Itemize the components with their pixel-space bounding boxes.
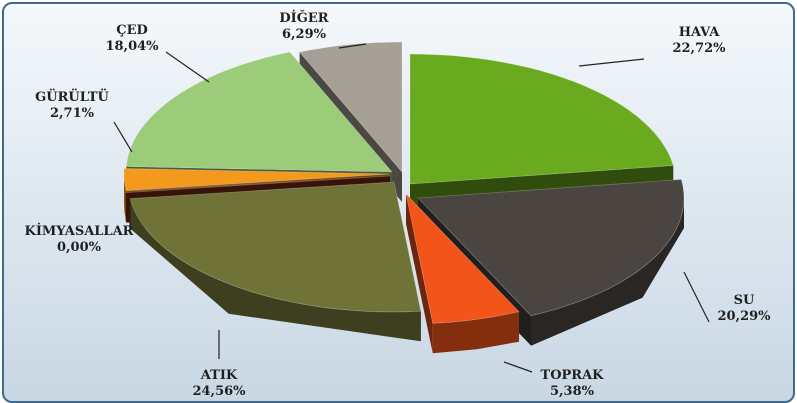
slice-label-hava: HAVA bbox=[679, 25, 721, 40]
slice-value-ki̇myasallar: 0,00% bbox=[57, 240, 102, 255]
slice-side bbox=[432, 311, 519, 354]
slice-label-ki̇myasallar: KİMYASALLAR bbox=[25, 223, 134, 239]
slice-value-toprak: 5,38% bbox=[550, 384, 595, 399]
slice-top bbox=[123, 168, 391, 192]
slice-value-atik: 24,56% bbox=[192, 384, 246, 399]
slice-label-di̇ğer: DİĞER bbox=[279, 9, 328, 26]
slice-top bbox=[417, 179, 685, 317]
leader-line-hava bbox=[578, 58, 645, 67]
slice-top bbox=[409, 53, 674, 185]
leader-line-su bbox=[683, 271, 710, 323]
leader-line-di̇ğer bbox=[338, 43, 367, 49]
slice-top bbox=[129, 181, 422, 313]
slice-toprak bbox=[405, 192, 520, 354]
slice-value-di̇ğer: 6,29% bbox=[282, 27, 327, 42]
slice-atik bbox=[129, 181, 422, 342]
slice-label-su: SU bbox=[734, 293, 755, 308]
slice-value-gürültü: 2,71% bbox=[50, 106, 95, 121]
leader-line-çed bbox=[165, 51, 210, 83]
slice-side bbox=[531, 198, 684, 346]
slice-top bbox=[125, 51, 393, 173]
slice-value-çed: 18,04% bbox=[105, 39, 159, 54]
leader-line-toprak bbox=[503, 361, 533, 373]
slice-value-su: 20,29% bbox=[717, 309, 771, 324]
slice-top bbox=[125, 175, 391, 194]
slice-top bbox=[298, 41, 403, 174]
slice-side bbox=[130, 198, 421, 342]
slice-label-toprak: TOPRAK bbox=[541, 368, 605, 383]
slice-wall bbox=[406, 194, 433, 354]
slice-label-çed: ÇED bbox=[116, 23, 148, 38]
slice-side bbox=[124, 174, 127, 221]
slice-label-atik: ATIK bbox=[200, 368, 238, 383]
slice-top bbox=[405, 192, 520, 324]
leader-line-gürültü bbox=[113, 121, 133, 153]
slice-label-gürültü: GÜRÜLTÜ bbox=[35, 88, 109, 105]
slice-value-hava: 22,72% bbox=[672, 41, 726, 56]
